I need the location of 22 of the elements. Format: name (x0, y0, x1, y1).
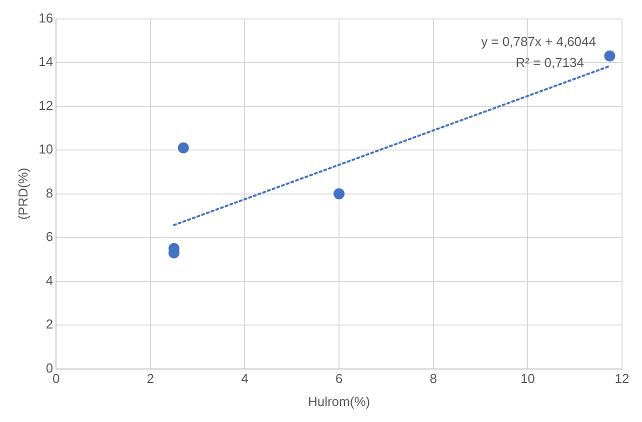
y-tick-label: 0 (46, 360, 54, 376)
y-tick-label: 16 (38, 10, 54, 26)
x-tick-label: 12 (614, 371, 630, 386)
y-tick-label: 14 (38, 54, 54, 70)
x-tick-label: 2 (146, 371, 154, 386)
y-tick-label: 8 (46, 185, 54, 200)
x-tick-label: 10 (520, 371, 535, 386)
y-axis-title: (PRD(%) (15, 168, 30, 220)
x-tick-label: 6 (335, 371, 343, 386)
y-tick-label: 4 (46, 272, 54, 288)
x-tick-label: 4 (241, 371, 248, 386)
point (604, 50, 616, 62)
y-tick-label: 12 (38, 98, 54, 113)
point (178, 142, 189, 154)
y-tick-label: 2 (46, 316, 54, 332)
y-tick-label: 6 (46, 229, 54, 244)
point (334, 188, 345, 200)
x-tick-label: 8 (430, 371, 437, 386)
annotation: y = 0,787x + 4,6044 (481, 34, 596, 49)
y-tick-label: 10 (38, 142, 54, 157)
x-axis-title: Hulrom(%) (308, 394, 370, 409)
annotation: R² = 0,7134 (516, 54, 584, 70)
